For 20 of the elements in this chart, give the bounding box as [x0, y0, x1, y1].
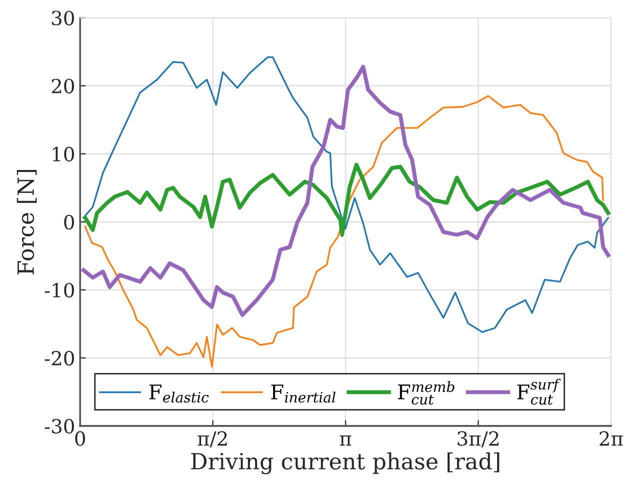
- x-tick-label: 0: [75, 431, 86, 446]
- line-series: [84, 95, 604, 368]
- x-axis-title: Driving current phase [rad]: [191, 452, 500, 474]
- x-tick-label: 2π: [600, 431, 623, 446]
- y-tick-label: -20: [44, 350, 74, 366]
- y-tick-label: 30: [52, 10, 74, 26]
- x-tick-label: π/2: [198, 431, 227, 448]
- y-tick-label: 10: [52, 146, 74, 162]
- y-tick-label: 20: [52, 78, 74, 94]
- legend-label: F$^{surf}$$_{cut}$: [517, 378, 561, 405]
- x-tick-label: 3π/2: [458, 431, 498, 448]
- y-tick-label: 0: [64, 214, 74, 230]
- line-series: [83, 162, 610, 237]
- y-tick-label: -30: [44, 418, 74, 434]
- legend-label: F$_{inertial}$: [271, 384, 336, 403]
- legend-label: F$_{elastic}$: [149, 384, 209, 403]
- y-tick-label: -10: [44, 282, 74, 298]
- legend-label: F$^{memb}$$_{cut}$: [398, 381, 454, 405]
- x-tick-label: π: [340, 435, 352, 446]
- y-axis-title: Force [N]: [16, 170, 37, 274]
